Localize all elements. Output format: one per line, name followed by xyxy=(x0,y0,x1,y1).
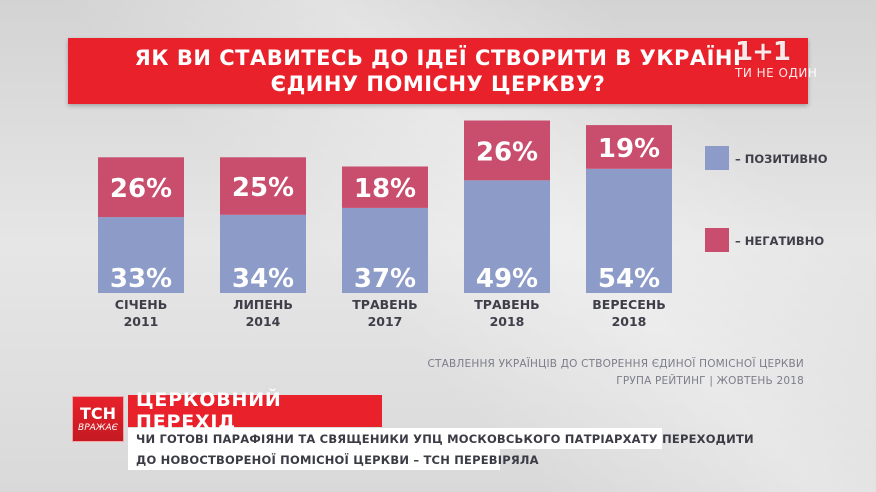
category-label-3-line1: ТРАВЕНЬ xyxy=(474,297,539,312)
bar-negative-2 xyxy=(342,166,428,208)
data-label-positive-2: 37% xyxy=(354,264,416,294)
tsn-logo: ТСН ВРАЖАЄ xyxy=(72,396,124,442)
news-headline: ЦЕРКОВНИЙ ПЕРЕХІД xyxy=(128,389,382,433)
legend-label-negative: – НЕГАТИВНО xyxy=(735,234,824,248)
legend-swatch-negative xyxy=(705,228,729,252)
data-label-positive-1: 34% xyxy=(232,264,294,294)
chart-title-banner: ЯК ВИ СТАВИТЕСЬ ДО ІДЕЇ СТВОРИТИ В УКРАЇ… xyxy=(68,38,808,104)
tsn-logo-text: ТСН xyxy=(79,404,117,423)
data-label-positive-3: 49% xyxy=(476,264,538,294)
chart-title-line-2: ЄДИНУ ПОМІСНУ ЦЕРКВУ? xyxy=(270,72,606,96)
category-label-3-line2: 2018 xyxy=(490,314,525,329)
source-line-1: СТАВЛЕННЯ УКРАЇНЦІВ ДО СТВОРЕННЯ ЄДИНОЇ … xyxy=(427,358,804,370)
legend-swatch-positive xyxy=(705,146,729,170)
bar-negative-0 xyxy=(98,157,184,218)
data-label-negative-4: 19% xyxy=(598,134,660,164)
data-label-negative-1: 25% xyxy=(232,173,294,203)
category-label-0-line1: СІЧЕНЬ xyxy=(115,297,167,312)
bar-positive-2 xyxy=(342,207,428,293)
bar-negative-3 xyxy=(464,120,550,181)
news-subline-2-text: ДО НОВОСТВОРЕНОЇ ПОМІСНОЇ ЦЕРКВИ – ТСН П… xyxy=(136,452,539,467)
data-label-negative-0: 26% xyxy=(110,174,172,204)
bar-positive-4 xyxy=(586,168,672,293)
channel-logo-slogan: ТИ НЕ ОДИН xyxy=(735,66,818,80)
category-label-1-line2: 2014 xyxy=(246,314,281,329)
data-label-negative-3: 26% xyxy=(476,137,538,167)
stacked-bar-chart: 33% 26% СІЧЕНЬ 2011 34% 25% ЛИПЕНЬ 2014 37% 18% ТР… xyxy=(98,120,828,329)
channel-logo-main: 1+1 xyxy=(735,37,791,67)
category-label-4-line2: 2018 xyxy=(612,314,647,329)
category-label-0-line2: 2011 xyxy=(124,314,159,329)
news-subline-1: ЧИ ГОТОВІ ПАРАФІЯНИ ТА СВЯЩЕНИКИ УПЦ МОС… xyxy=(128,428,754,449)
news-subline-1-text: ЧИ ГОТОВІ ПАРАФІЯНИ ТА СВЯЩЕНИКИ УПЦ МОС… xyxy=(136,431,754,446)
channel-logo: 1+1 ТИ НЕ ОДИН xyxy=(735,38,825,86)
bar-positive-0 xyxy=(98,217,184,293)
tsn-logo-slogan: ВРАЖАЄ xyxy=(78,423,118,433)
category-label-4-line1: ВЕРЕСЕНЬ xyxy=(592,297,665,312)
news-subline-2: ДО НОВОСТВОРЕНОЇ ПОМІСНОЇ ЦЕРКВИ – ТСН П… xyxy=(128,449,539,470)
data-label-positive-4: 54% xyxy=(598,264,660,294)
legend-label-positive: – ПОЗИТИВНО xyxy=(735,152,828,166)
source-line-2: ГРУПА РЕЙТИНГ | ЖОВТЕНЬ 2018 xyxy=(616,375,804,387)
bar-negative-4 xyxy=(586,125,672,169)
bar-positive-3 xyxy=(464,180,550,293)
data-label-negative-2: 18% xyxy=(354,174,416,204)
category-label-2-line2: 2017 xyxy=(368,314,403,329)
bar-negative-1 xyxy=(220,157,306,215)
data-label-positive-0: 33% xyxy=(110,264,172,294)
bar-positive-1 xyxy=(220,214,306,293)
category-label-1-line1: ЛИПЕНЬ xyxy=(233,297,293,312)
category-label-2-line1: ТРАВЕНЬ xyxy=(352,297,417,312)
news-headline-text: ЦЕРКОВНИЙ ПЕРЕХІД xyxy=(136,389,282,433)
chart-title-line-1: ЯК ВИ СТАВИТЕСЬ ДО ІДЕЇ СТВОРИТИ В УКРАЇ… xyxy=(134,46,742,70)
